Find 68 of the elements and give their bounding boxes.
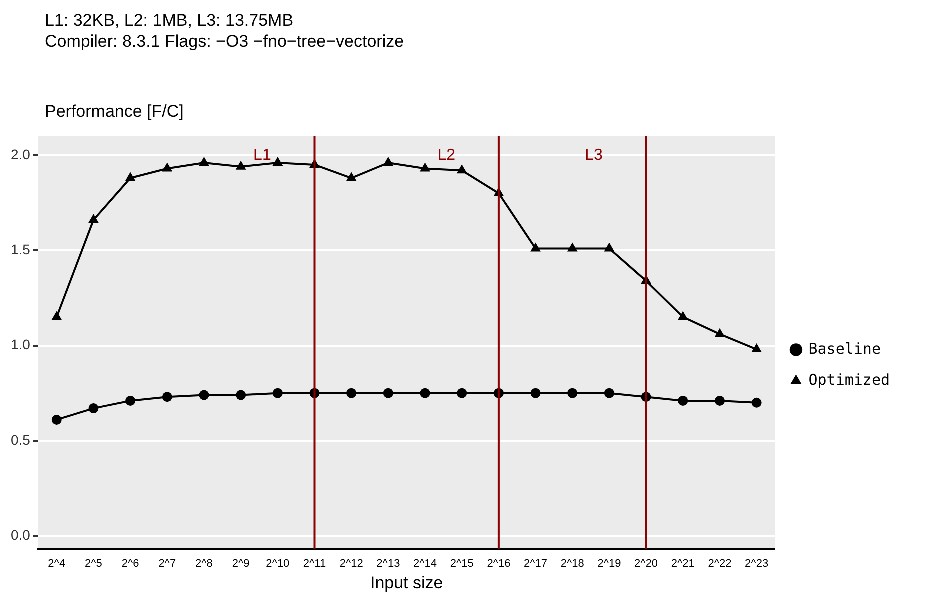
- point: [714, 328, 726, 338]
- ref-line-label: L3: [585, 146, 603, 164]
- x-tick-label: 2^18: [560, 558, 584, 570]
- x-tick-label: 2^17: [524, 558, 548, 570]
- x-tick-label: 2^9: [232, 558, 250, 570]
- x-tick-label: 2^21: [671, 558, 695, 570]
- legend-label: Optimized: [808, 370, 890, 389]
- point: [162, 392, 172, 402]
- point: [530, 388, 541, 398]
- point: [678, 396, 688, 406]
- point: [568, 388, 578, 398]
- x-tick-label: 2^8: [196, 558, 213, 570]
- point: [236, 390, 246, 400]
- point: [420, 388, 430, 398]
- point: [383, 157, 394, 166]
- point: [199, 390, 210, 400]
- point: [88, 404, 99, 414]
- point: [272, 388, 283, 398]
- point: [604, 388, 614, 398]
- x-tick-label: 2^4: [48, 558, 66, 570]
- ref-line-label: L2: [438, 146, 456, 164]
- point: [346, 388, 357, 398]
- point: [678, 311, 688, 320]
- point: [604, 242, 615, 252]
- x-tick-label: 2^16: [487, 558, 511, 570]
- x-tick-label: 2^11: [303, 558, 326, 570]
- point: [530, 242, 541, 252]
- point: [383, 388, 394, 398]
- point: [125, 172, 136, 182]
- x-axis-title: Input size: [370, 573, 444, 592]
- x-tick-label: 2^6: [122, 558, 140, 570]
- point: [236, 160, 246, 170]
- point: [162, 162, 173, 172]
- y-tick-label: 1.5: [10, 241, 31, 258]
- chart-subtitle: Compiler: 8.3.1 Flags: −O3 −fno−tree−vectorize: [45, 31, 404, 52]
- x-tick-label: 2^14: [414, 558, 438, 570]
- y-tick-label: 1.0: [10, 336, 31, 353]
- x-tick-label: 2^23: [745, 558, 769, 570]
- x-tick-label: 2^7: [158, 558, 176, 570]
- point: [52, 414, 62, 425]
- x-tick-label: 2^20: [634, 558, 658, 570]
- point: [346, 172, 357, 182]
- ref-line-label: L1: [254, 146, 272, 164]
- chart-title: L1: 32KB, L2: 1MB, L3: 13.75MB: [45, 10, 295, 31]
- point: [126, 396, 136, 406]
- y-tick-label: 0.0: [10, 526, 31, 543]
- y-tick-label: 0.5: [10, 432, 31, 448]
- x-tick-label: 2^19: [598, 558, 622, 570]
- point: [88, 214, 99, 224]
- x-tick-label: 2^13: [376, 558, 400, 570]
- x-tick-label: 2^10: [266, 558, 290, 570]
- x-tick-label: 2^15: [450, 558, 474, 570]
- point: [420, 162, 430, 172]
- point: [457, 388, 468, 398]
- legend-label: Baseline: [808, 340, 881, 358]
- point: [199, 157, 210, 166]
- y-tick-label: 2.0: [10, 146, 31, 162]
- point: [567, 242, 578, 252]
- point: [752, 398, 762, 408]
- point: [272, 157, 284, 166]
- point: [52, 311, 62, 320]
- x-tick-label: 2^12: [340, 558, 364, 570]
- point: [456, 164, 468, 174]
- point: [714, 396, 725, 406]
- x-tick-label: 2^22: [708, 558, 732, 570]
- y-axis-title: Performance [F/C]: [45, 102, 184, 122]
- point: [752, 344, 762, 353]
- x-tick-label: 2^5: [85, 558, 102, 570]
